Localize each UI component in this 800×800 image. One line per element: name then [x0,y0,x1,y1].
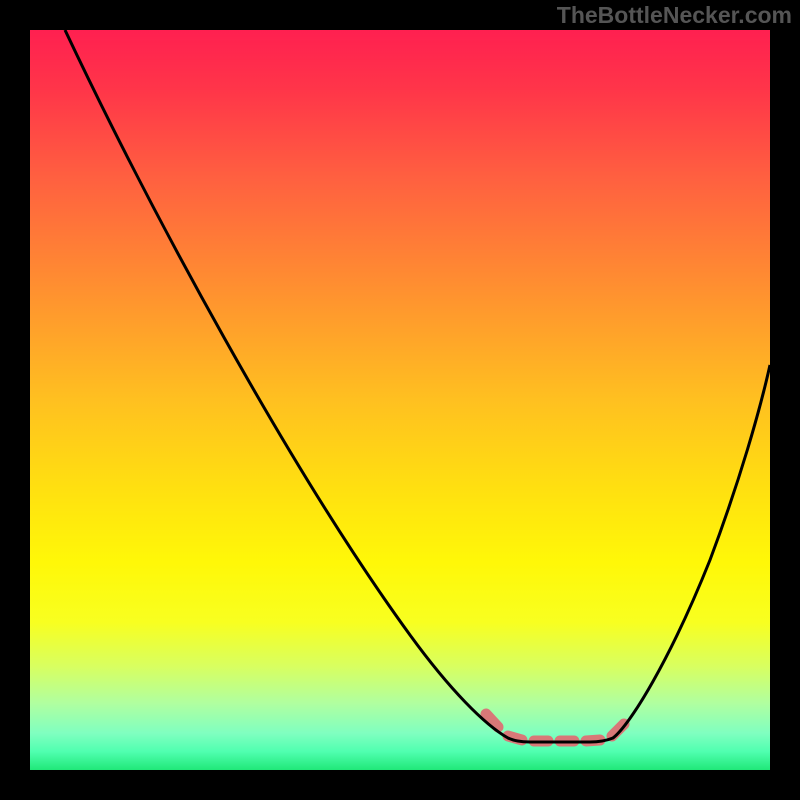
watermark-text: TheBottleNecker.com [557,2,792,29]
chart-container: TheBottleNecker.com [0,0,800,800]
bottleneck-curve [65,30,770,742]
curve-overlay [30,30,770,770]
plot-area [30,30,770,770]
